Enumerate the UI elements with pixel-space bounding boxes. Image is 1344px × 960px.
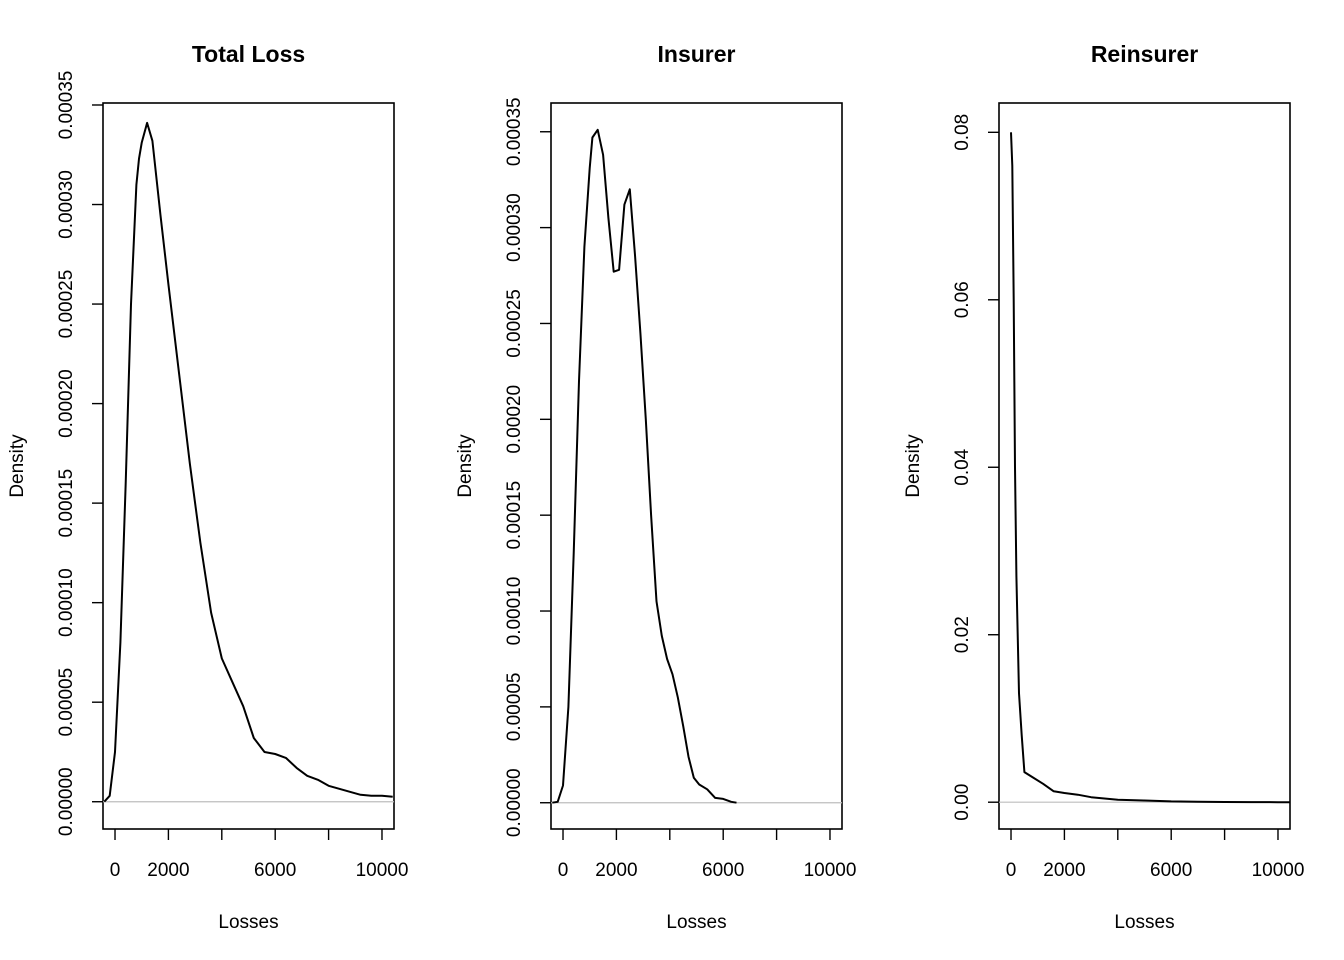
y-tick-label: 0.04	[952, 448, 973, 485]
y-tick-label: 0.00005	[56, 668, 77, 737]
density-line	[103, 121, 393, 803]
x-tick-label: 0	[110, 860, 121, 881]
y-tick-label: 0.00015	[56, 469, 77, 538]
x-tick-label: 6000	[702, 860, 744, 881]
plot-frame	[998, 102, 1291, 830]
y-tick-label: 0.02	[952, 616, 973, 653]
panel-total-loss: Total Loss Losses Density 0 2000 6000 10000…	[7, 41, 408, 933]
x-tick-label: 0	[558, 860, 569, 881]
y-axis-label: Density	[903, 434, 924, 498]
y-tick-label: 0.00005	[504, 673, 525, 742]
y-tick-label: 0.00025	[56, 270, 77, 339]
x-tick-label: 2000	[1043, 860, 1085, 881]
x-tick-label: 0	[1006, 860, 1017, 881]
panel-title: Reinsurer	[1091, 41, 1198, 67]
plot-frame	[102, 102, 395, 830]
x-tick-label: 10000	[804, 860, 857, 881]
y-tick-label: 0.08	[952, 114, 973, 151]
x-axis-label: Losses	[666, 912, 726, 933]
x-tick-label: 6000	[1150, 860, 1192, 881]
x-tick-label: 10000	[1252, 860, 1305, 881]
y-tick-label: 0.00035	[504, 97, 525, 166]
density-line	[552, 128, 737, 804]
x-tick-label: 6000	[254, 860, 296, 881]
x-axis-label: Losses	[1114, 912, 1174, 933]
x-tick-label: 2000	[147, 860, 189, 881]
y-tick-label: 0.00020	[56, 369, 77, 438]
panel-title: Insurer	[658, 41, 736, 67]
y-tick-label: 0.00000	[56, 767, 77, 836]
x-axis-label: Losses	[218, 912, 278, 933]
y-tick-label: 0.00020	[504, 385, 525, 454]
y-tick-label: 0.00010	[56, 568, 77, 637]
y-tick-label: 0.00000	[504, 768, 525, 837]
panel-insurer: Insurer Losses Density 0 2000 6000 10000 0.0…	[455, 41, 856, 933]
density-line	[1010, 132, 1290, 804]
y-tick-label: 0.00030	[504, 193, 525, 262]
x-tick-label: 10000	[356, 860, 409, 881]
y-axis-label: Density	[455, 434, 476, 498]
plot-frame	[550, 102, 843, 830]
x-tick-label: 2000	[595, 860, 637, 881]
y-tick-label: 0.00	[952, 784, 973, 821]
y-tick-label: 0.00025	[504, 289, 525, 358]
panel-reinsurer: Reinsurer Losses Density 0 2000 6000 10000 0…	[903, 41, 1304, 933]
panel-title: Total Loss	[192, 41, 305, 67]
y-axis-label: Density	[7, 434, 28, 498]
y-tick-label: 0.00035	[56, 71, 77, 140]
y-tick-label: 0.00030	[56, 170, 77, 239]
y-tick-label: 0.00015	[504, 481, 525, 550]
y-tick-label: 0.00010	[504, 577, 525, 646]
y-tick-label: 0.06	[952, 281, 973, 318]
